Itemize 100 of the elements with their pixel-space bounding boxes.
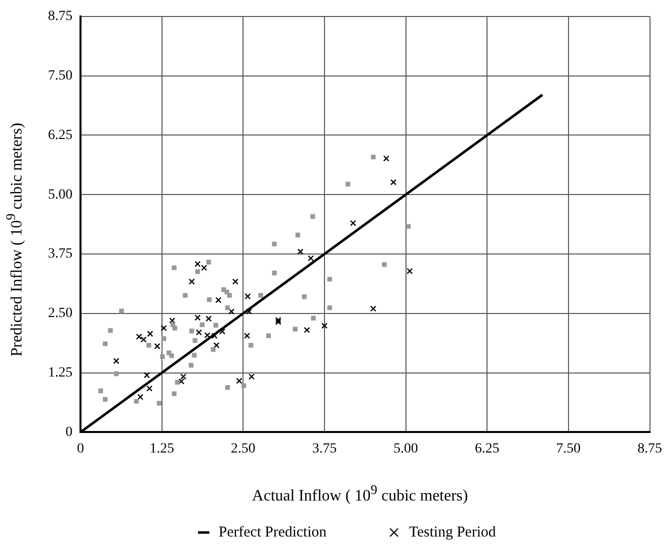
y-tick-label: 1.25 xyxy=(48,365,72,380)
point xyxy=(114,371,119,376)
point xyxy=(189,328,194,334)
y-tick-label: 8.75 xyxy=(48,9,72,24)
point xyxy=(327,305,332,310)
x-tick-label: 0 xyxy=(77,441,84,456)
y-tick-label: 0 xyxy=(66,424,72,440)
point xyxy=(225,305,230,310)
y-tick-label: 3.75 xyxy=(48,246,72,262)
y-tick-label: 7.50 xyxy=(48,68,72,84)
point xyxy=(113,358,120,364)
point xyxy=(194,260,201,268)
x-tick-label: 3.75 xyxy=(312,441,337,456)
point xyxy=(311,316,316,321)
point xyxy=(241,383,246,388)
point xyxy=(321,322,328,329)
point xyxy=(192,352,197,358)
point xyxy=(188,278,195,285)
point xyxy=(98,388,104,394)
point xyxy=(266,333,271,338)
point xyxy=(160,325,167,332)
point xyxy=(172,391,177,396)
point xyxy=(244,332,250,339)
point xyxy=(200,322,205,328)
point xyxy=(248,374,255,380)
point xyxy=(350,220,356,226)
point xyxy=(206,297,212,302)
point xyxy=(169,317,176,324)
point xyxy=(196,329,202,336)
point xyxy=(211,332,218,339)
point xyxy=(182,292,188,298)
point xyxy=(346,182,350,187)
point xyxy=(327,276,332,282)
point xyxy=(227,292,232,298)
point xyxy=(219,328,226,335)
point xyxy=(192,338,198,343)
point xyxy=(140,336,147,343)
point xyxy=(137,394,144,400)
point xyxy=(382,262,387,267)
point xyxy=(102,397,108,402)
point xyxy=(172,265,177,270)
point xyxy=(201,264,208,271)
point xyxy=(146,342,152,348)
point xyxy=(248,342,254,348)
point xyxy=(147,330,154,337)
y-tick-label: 5.00 xyxy=(48,187,72,202)
x-tick-label: 7.50 xyxy=(556,441,581,456)
point xyxy=(102,341,108,346)
point xyxy=(304,326,310,334)
point xyxy=(172,326,178,330)
point xyxy=(308,255,314,262)
point xyxy=(232,278,238,285)
point xyxy=(406,268,413,274)
point xyxy=(228,308,235,315)
x-tick-label: 1.25 xyxy=(150,441,174,456)
point xyxy=(169,353,174,358)
point xyxy=(156,400,162,406)
x-tick-label: 2.50 xyxy=(230,441,256,456)
point xyxy=(236,378,242,384)
point xyxy=(310,214,316,219)
point xyxy=(224,290,230,294)
legend-label: Testing Period xyxy=(409,524,496,540)
point xyxy=(146,385,153,392)
point xyxy=(144,372,150,378)
point xyxy=(406,224,411,229)
point xyxy=(370,154,376,160)
point xyxy=(134,398,139,404)
point xyxy=(275,316,282,324)
point xyxy=(275,318,282,326)
point xyxy=(246,308,252,315)
point xyxy=(225,385,230,390)
point xyxy=(244,293,251,300)
y-tick-label: 2.50 xyxy=(48,306,72,322)
point xyxy=(175,380,180,385)
point xyxy=(272,270,277,276)
point xyxy=(383,155,390,162)
point xyxy=(213,342,220,348)
x-tick-label: 5.00 xyxy=(394,441,418,456)
point xyxy=(258,292,264,298)
point xyxy=(161,336,166,341)
point xyxy=(195,269,200,274)
point xyxy=(154,343,160,350)
x-tick-label: 8.75 xyxy=(638,441,662,456)
legend-label: Perfect Prediction xyxy=(218,524,328,540)
point xyxy=(272,242,277,246)
point xyxy=(188,362,194,368)
point xyxy=(136,334,142,340)
x-tick-label: 6.25 xyxy=(474,441,500,456)
point xyxy=(292,326,298,332)
point xyxy=(295,232,300,238)
x-axis-title: Actual Inflow ( 10$^{9}$ cubic meters) xyxy=(251,482,469,506)
point xyxy=(210,347,216,352)
point xyxy=(204,332,210,338)
point xyxy=(297,248,304,255)
y-tick-label: 6.25 xyxy=(48,128,72,143)
point xyxy=(390,179,396,186)
point xyxy=(370,306,376,312)
point xyxy=(206,316,212,322)
point xyxy=(119,308,124,314)
point xyxy=(108,328,113,333)
